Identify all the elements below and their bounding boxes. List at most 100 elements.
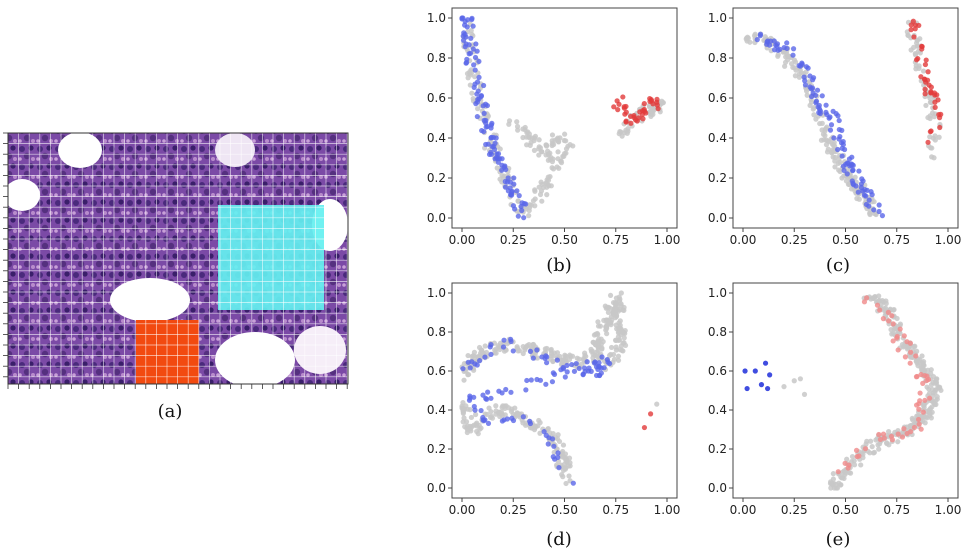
scatter-point-blue: [464, 24, 470, 30]
scatter-point-blue: [555, 450, 561, 456]
scatter-point-gray: [548, 353, 555, 359]
scatter-point-red: [912, 22, 919, 28]
scatter-point-blue: [485, 420, 492, 427]
scatter-point-blue: [494, 151, 500, 157]
scatter-point-blue: [773, 42, 779, 48]
scatter-point-lightred: [845, 465, 851, 471]
scatter-point-gray: [603, 317, 609, 323]
scatter-point-blue: [876, 208, 882, 215]
scatter-point-gray-right: [931, 114, 937, 120]
scatter-point-lightred: [911, 424, 918, 431]
scatter-point-gray: [600, 339, 606, 345]
scatter-point-gray: [555, 138, 561, 145]
scatter-point-gray: [831, 139, 837, 146]
scatter-point-blue: [850, 168, 856, 174]
scatter-point-blue: [481, 110, 487, 116]
scatter-point-gray: [520, 126, 526, 132]
panel-e-scatter: 0.00 0.25 0.50 0.75 1.00 0.0 0.2 0.4 0.6 0.8 1.0: [708, 282, 961, 517]
scatter-point-red: [922, 91, 928, 97]
scatter-point-lightred: [864, 295, 870, 301]
scatter-point-gray: [465, 352, 471, 359]
scatter-point-blue: [544, 360, 550, 366]
scatter-point-gray-lower: [497, 411, 503, 417]
scatter-point-gray: [909, 415, 915, 422]
scatter-point-blue: [551, 443, 557, 449]
scatter-point-blue: [530, 355, 536, 361]
y-tick-label: 0.4: [427, 403, 446, 417]
y-tick-label: 1.0: [708, 11, 727, 25]
scatter-point-gray: [549, 132, 556, 138]
scatter-point-blue: [474, 113, 480, 120]
scatter-point-lightred: [842, 460, 848, 466]
scatter-point-gray-extra: [791, 378, 797, 384]
scatter-point-red: [918, 74, 924, 80]
scatter-point-blue: [543, 432, 549, 438]
scatter-point-lightred: [885, 318, 892, 324]
scatter-point-gray: [924, 384, 930, 390]
scatter-point-blue: [527, 420, 534, 427]
scatter-point-gray: [854, 195, 860, 202]
caption-c: (c): [826, 255, 850, 276]
scatter-point-blue: [488, 342, 494, 348]
scatter-point-blue: [480, 414, 486, 421]
scatter-point-gray: [618, 303, 624, 309]
scatter-point-gray: [849, 453, 856, 460]
scatter-point-gray: [526, 131, 532, 137]
y-tick-label: 0.4: [708, 403, 727, 417]
scatter-point-blue: [827, 127, 834, 133]
scatter-point-blue: [879, 213, 886, 219]
scatter-point-gray-lower: [487, 414, 494, 420]
scatter-point-red: [639, 112, 645, 118]
scatter-point-gray: [574, 355, 580, 361]
x-tick-label: 0.75: [602, 503, 629, 517]
scatter-point-gray: [465, 372, 471, 378]
scatter-point-gray: [497, 146, 503, 152]
x-tick-label: 0.25: [500, 503, 527, 517]
scatter-point-blue: [478, 407, 484, 414]
scatter-point-gray-right: [912, 51, 918, 57]
scatter-point-gray: [616, 326, 622, 332]
scatter-point-gray-lower: [567, 460, 573, 466]
scatter-point-blue: [462, 44, 468, 50]
scatter-point-blue: [810, 77, 816, 83]
scatter-point-lightred: [914, 373, 920, 380]
x-tick-label: 1.00: [935, 233, 962, 247]
scatter-point-blue: [534, 376, 540, 383]
scatter-point-red: [622, 111, 628, 117]
scatter-point-gray: [832, 158, 838, 164]
scatter-point-lightred: [924, 377, 930, 384]
scatter-point-gray: [469, 90, 475, 96]
scatter-point-gray: [588, 348, 595, 354]
scatter-point-gray: [545, 151, 552, 157]
scatter-point-gray: [613, 322, 619, 328]
scatter-point-blue: [474, 362, 480, 368]
x-tick-label: 0.75: [883, 503, 910, 517]
scatter-point-gray: [775, 52, 781, 58]
scatter-point-gray: [936, 385, 943, 391]
scatter-point-gray: [514, 344, 520, 350]
scatter-point-lightred: [835, 469, 841, 475]
y-tick-label: 1.0: [427, 11, 446, 25]
scatter-point-gray-right: [911, 44, 917, 50]
scatter-point-gray: [515, 348, 521, 354]
y-tick-label: 0.0: [708, 211, 727, 225]
scatter-point-lightred: [877, 436, 884, 443]
scatter-point-gray-lower: [473, 411, 479, 418]
scatter-point-blue: [844, 171, 850, 177]
scatter-point-red: [640, 116, 646, 122]
scatter-point-gray: [544, 345, 550, 352]
scatter-point-blue: [461, 30, 467, 36]
scatter-point-gray-lower: [505, 405, 512, 411]
scatter-point-blue: [558, 367, 564, 373]
scatter-point-gray: [933, 381, 939, 387]
y-tick-label: 0.6: [427, 364, 446, 378]
scatter-point-darkblue: [752, 368, 758, 374]
scatter-point-gray: [551, 141, 557, 148]
scatter-point-gray: [619, 347, 625, 353]
histology-void: [8, 179, 40, 211]
scatter-point-gray: [868, 438, 874, 444]
scatter-point-gray: [531, 147, 538, 153]
scatter-point-gray-lower: [547, 430, 553, 436]
scatter-point-blue: [840, 142, 846, 148]
scatter-point-lightred: [890, 321, 896, 327]
